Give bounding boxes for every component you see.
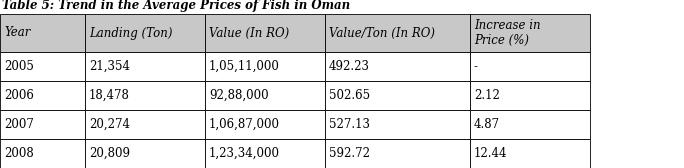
Bar — [0, 14, 85, 52]
Bar — [85, 110, 205, 139]
Text: Year: Year — [4, 27, 30, 39]
Bar — [205, 110, 325, 139]
Bar — [470, 81, 590, 110]
Bar — [205, 139, 325, 168]
Text: 21,354: 21,354 — [89, 60, 130, 73]
Bar — [325, 110, 470, 139]
Text: 20,274: 20,274 — [89, 118, 130, 131]
Text: 1,05,11,000: 1,05,11,000 — [209, 60, 280, 73]
Bar — [0, 81, 85, 110]
Text: Landing (Ton): Landing (Ton) — [89, 27, 172, 39]
Bar — [470, 52, 590, 81]
Bar — [0, 139, 85, 168]
Text: Value/Ton (In RO): Value/Ton (In RO) — [329, 27, 435, 39]
Bar — [325, 139, 470, 168]
Bar — [0, 52, 85, 81]
Text: 492.23: 492.23 — [329, 60, 370, 73]
Text: 20,809: 20,809 — [89, 147, 130, 160]
Bar — [470, 110, 590, 139]
Bar — [325, 14, 470, 52]
Text: 1,06,87,000: 1,06,87,000 — [209, 118, 280, 131]
Bar — [470, 139, 590, 168]
Text: 502.65: 502.65 — [329, 89, 370, 102]
Text: 2005: 2005 — [4, 60, 34, 73]
Text: 92,88,000: 92,88,000 — [209, 89, 269, 102]
Bar — [325, 81, 470, 110]
Text: 12.44: 12.44 — [474, 147, 508, 160]
Bar — [85, 14, 205, 52]
Text: 2.12: 2.12 — [474, 89, 500, 102]
Bar — [325, 52, 470, 81]
Bar — [85, 139, 205, 168]
Text: 2006: 2006 — [4, 89, 34, 102]
Text: 1,23,34,000: 1,23,34,000 — [209, 147, 280, 160]
Text: 2008: 2008 — [4, 147, 34, 160]
Bar — [85, 52, 205, 81]
Text: 18,478: 18,478 — [89, 89, 130, 102]
Bar — [205, 14, 325, 52]
Bar — [470, 14, 590, 52]
Bar — [85, 81, 205, 110]
Text: 2007: 2007 — [4, 118, 34, 131]
Text: 4.87: 4.87 — [474, 118, 500, 131]
Text: -: - — [474, 60, 478, 73]
Text: 527.13: 527.13 — [329, 118, 370, 131]
Text: Table 5: Trend in the Average Prices of Fish in Oman: Table 5: Trend in the Average Prices of … — [2, 0, 350, 12]
Text: 592.72: 592.72 — [329, 147, 370, 160]
Text: Value (In RO): Value (In RO) — [209, 27, 289, 39]
Text: Increase in
Price (%): Increase in Price (%) — [474, 19, 540, 47]
Bar — [205, 52, 325, 81]
Bar — [0, 110, 85, 139]
Bar — [205, 81, 325, 110]
